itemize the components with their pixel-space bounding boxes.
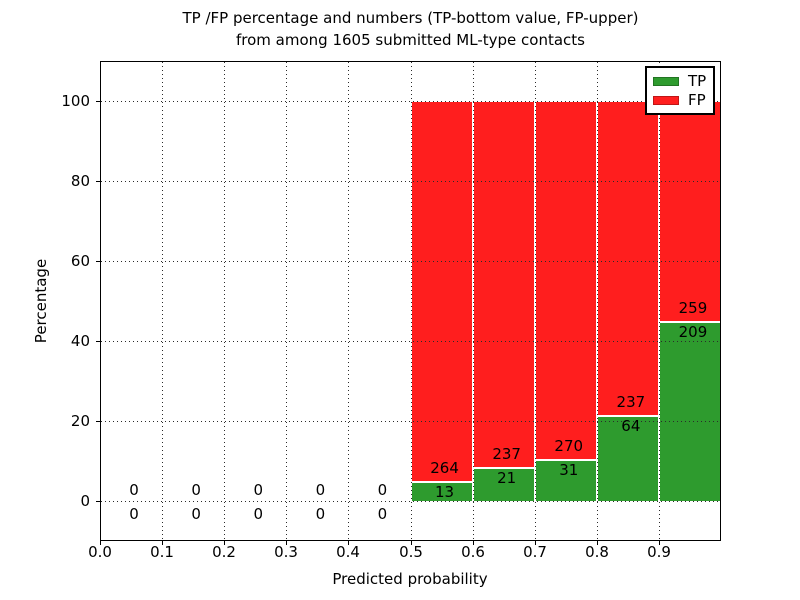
y-gridline: [101, 181, 720, 182]
tp-count-label: 209: [678, 323, 708, 341]
x-gridline: [162, 62, 163, 540]
y-tick-label: 100: [61, 92, 90, 110]
chart-title-line1: TP /FP percentage and numbers (TP-bottom…: [182, 9, 639, 27]
chart-title-line2: from among 1605 submitted ML-type contac…: [236, 31, 585, 49]
tp-count-label: 0: [191, 505, 201, 523]
x-tick-mark: [659, 541, 660, 545]
y-gridline: [101, 341, 720, 342]
x-tick-mark: [348, 541, 349, 545]
tp-count-label: 13: [435, 483, 455, 501]
x-tick-mark: [597, 541, 598, 545]
tp-count-label: 21: [497, 469, 517, 487]
fp-count-label: 259: [678, 299, 708, 317]
fp-count-label: 237: [616, 393, 646, 411]
fp-count-label: 0: [377, 481, 388, 499]
fp-count-label: 264: [430, 459, 459, 477]
bar-fp-segment: [411, 101, 473, 482]
x-gridline: [286, 62, 287, 540]
fp-count-label: 270: [554, 437, 584, 455]
bar-fp-segment: [597, 101, 659, 416]
x-axis-label: Predicted probability: [332, 570, 488, 588]
bar-fp-segment: [473, 101, 535, 468]
y-tick-mark: [96, 261, 100, 262]
bar-fp-segment: [535, 101, 597, 460]
fp-count-label: 0: [191, 481, 201, 499]
x-gridline: [348, 62, 349, 540]
chart-title: TP /FP percentage and numbers (TP-bottom…: [100, 7, 721, 51]
x-tick-label: 0.0: [88, 543, 112, 561]
legend-entry-tp: TP: [653, 72, 713, 91]
x-gridline: [411, 62, 412, 540]
fp-swatch-icon: [653, 96, 679, 105]
y-gridline: [101, 261, 720, 262]
x-tick-mark: [535, 541, 536, 545]
bar-tp-segment: [597, 416, 659, 502]
y-axis-label: Percentage: [32, 258, 50, 344]
x-tick-label: 0.6: [461, 543, 485, 561]
x-tick-mark: [162, 541, 163, 545]
y-tick-label: 80: [70, 172, 90, 190]
bar-tp-segment: [659, 322, 721, 502]
x-tick-label: 0.3: [274, 543, 298, 561]
tp-count-label: 31: [559, 461, 579, 479]
y-gridline: [101, 101, 720, 102]
legend-entry-fp: FP: [653, 91, 713, 110]
legend-label: TP: [688, 72, 707, 90]
y-tick-mark: [96, 101, 100, 102]
fp-count-label: 0: [253, 481, 264, 499]
y-gridline: [101, 501, 720, 502]
tp-count-label: 0: [253, 505, 264, 523]
y-tick-label: 0: [80, 492, 90, 510]
bar-tp-segment: [473, 468, 535, 502]
x-tick-label: 0.5: [399, 543, 423, 561]
y-tick-label: 40: [70, 332, 90, 350]
y-tick-mark: [96, 501, 100, 502]
x-tick-mark: [473, 541, 474, 545]
tp-count-label: 64: [621, 417, 641, 435]
y-tick-mark: [96, 421, 100, 422]
tp-swatch-icon: [653, 77, 679, 86]
x-tick-mark: [411, 541, 412, 545]
legend: TP FP: [645, 66, 715, 115]
x-tick-mark: [100, 541, 101, 545]
bar-fp-segment: [659, 101, 721, 322]
tp-count-label: 0: [315, 505, 326, 523]
y-tick-label: 20: [70, 412, 90, 430]
tp-count-label: 0: [129, 505, 139, 523]
x-tick-label: 0.8: [585, 543, 609, 561]
x-tick-label: 0.9: [647, 543, 671, 561]
tp-count-label: 0: [377, 505, 388, 523]
x-tick-mark: [286, 541, 287, 545]
fp-count-label: 237: [492, 445, 521, 463]
x-tick-label: 0.2: [212, 543, 236, 561]
y-tick-mark: [96, 181, 100, 182]
fp-count-label: 0: [129, 481, 139, 499]
y-gridline: [101, 421, 720, 422]
x-tick-label: 0.1: [150, 543, 174, 561]
fp-count-label: 0: [315, 481, 326, 499]
x-tick-label: 0.7: [523, 543, 547, 561]
x-gridline: [597, 62, 598, 540]
y-tick-mark: [96, 341, 100, 342]
x-gridline: [473, 62, 474, 540]
x-gridline: [224, 62, 225, 540]
x-gridline: [659, 62, 660, 540]
x-tick-label: 0.4: [336, 543, 360, 561]
y-tick-label: 60: [70, 252, 90, 270]
x-tick-mark: [224, 541, 225, 545]
legend-label: FP: [688, 91, 706, 109]
x-gridline: [535, 62, 536, 540]
